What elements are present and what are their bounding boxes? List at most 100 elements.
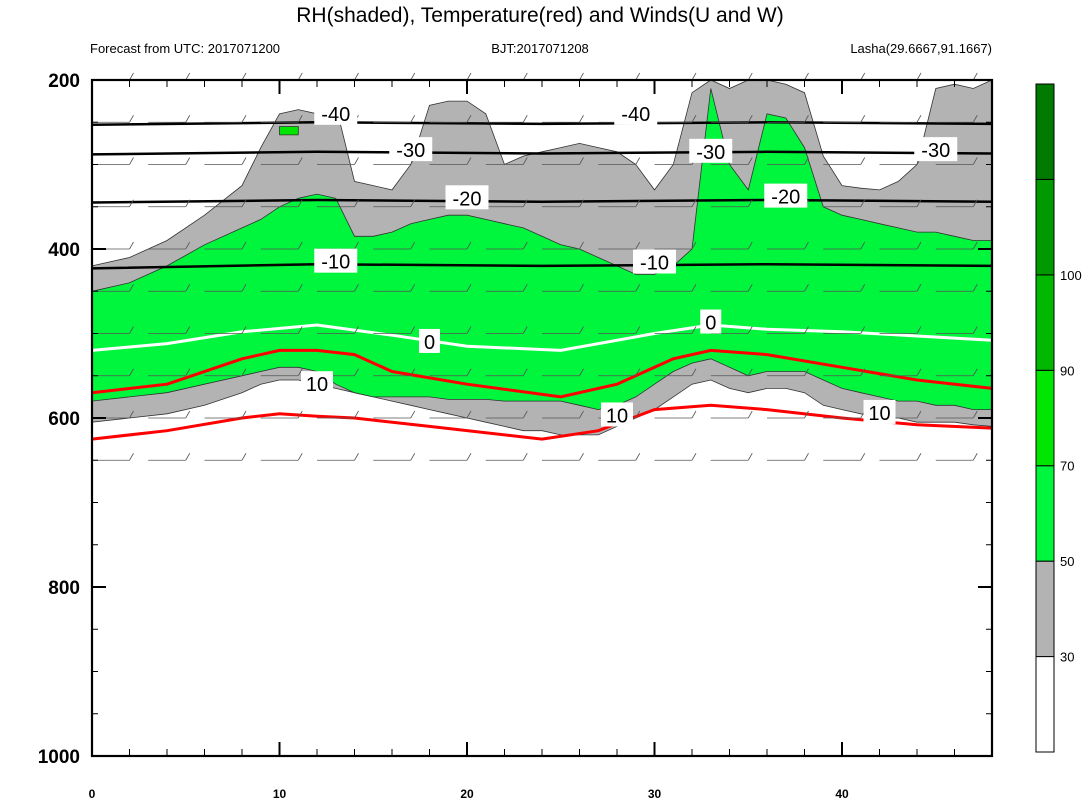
wind-barb-tick xyxy=(635,157,641,165)
wind-barb-tick xyxy=(916,115,922,123)
wind-barb-tick xyxy=(579,326,584,334)
wind-barb-tick xyxy=(804,368,809,376)
contour-line-4 xyxy=(91,323,993,352)
wind-barb-tick xyxy=(522,410,528,419)
wind-barb-tick xyxy=(241,410,247,419)
colorbar-box xyxy=(1035,656,1055,753)
wind-barb-tick xyxy=(916,453,922,461)
wind-barb-tick xyxy=(691,326,697,334)
wind-barb-tick xyxy=(129,453,134,461)
wind-barb-tick xyxy=(804,453,809,461)
wind-barb-tick xyxy=(747,115,753,123)
contour-label-box xyxy=(633,249,676,274)
wind-barb-tick xyxy=(129,284,134,292)
contour-label-box xyxy=(914,137,958,162)
x-tick-label: 10 xyxy=(273,787,287,801)
chart-title: RH(shaded), Temperature(red) and Winds(U… xyxy=(296,4,783,27)
wind-barb-tick xyxy=(410,410,416,419)
contour-label-box xyxy=(700,309,722,334)
colorbar-box xyxy=(1035,178,1055,276)
wind-barb-tick xyxy=(972,284,978,292)
wind-barb-tick xyxy=(691,453,697,461)
wind-barb-tick xyxy=(185,368,191,376)
wind-barb-tick xyxy=(297,368,303,376)
wind-barb-tick xyxy=(747,199,753,207)
colorbar-box xyxy=(1035,83,1055,180)
contour-label: -20 xyxy=(453,188,482,210)
contour-label: 0 xyxy=(424,332,435,354)
wind-barb-tick xyxy=(747,453,753,461)
wind-barb-tick xyxy=(972,241,978,250)
contour-line-0 xyxy=(91,121,993,127)
x-tick-label: 30 xyxy=(648,787,662,801)
wind-barb-tick xyxy=(804,284,809,292)
wind-barb-tick xyxy=(466,241,472,250)
wind-barb-tick xyxy=(466,410,472,419)
wind-barb-tick xyxy=(860,241,866,250)
colorbar-box xyxy=(1035,369,1055,467)
y-tick-label: 200 xyxy=(48,71,80,92)
contour-line-2 xyxy=(91,198,993,204)
wind-barb-tick xyxy=(522,368,528,376)
wind-barb-tick xyxy=(297,241,303,250)
subtitle-bjt: BJT:2017071208 xyxy=(491,41,589,56)
x-tick-label: 0 xyxy=(89,787,96,801)
wind-barb-tick xyxy=(185,410,191,419)
y-tick-label: 1000 xyxy=(38,747,80,768)
wind-barb-tick xyxy=(972,453,978,461)
wind-barb-tick xyxy=(129,157,134,165)
wind-barb-tick xyxy=(747,410,753,419)
wind-barb-tick xyxy=(185,453,191,461)
wind-barb-tick xyxy=(691,284,697,292)
contour-line-1 xyxy=(91,150,993,156)
y-tick-label: 800 xyxy=(48,578,80,599)
wind-barb-tick xyxy=(410,72,416,81)
wind-barb-tick xyxy=(579,115,584,123)
contour-label: 0 xyxy=(705,313,716,335)
wind-barb-tick xyxy=(129,115,134,123)
wind-barb-tick xyxy=(466,72,472,81)
contour-label: -10 xyxy=(640,253,669,275)
wind-barb-tick xyxy=(804,410,809,419)
wind-barb-tick xyxy=(916,326,922,334)
colorbar-label: 30 xyxy=(1060,650,1074,665)
contour-label: -20 xyxy=(771,187,800,209)
rh-shading xyxy=(91,79,993,436)
wind-barb-tick xyxy=(297,410,303,419)
subtitle-forecast: Forecast from UTC: 2017071200 xyxy=(90,41,280,56)
wind-barb-tick xyxy=(635,326,641,334)
wind-barb-tick xyxy=(241,241,247,250)
wind-barb-tick xyxy=(972,368,978,376)
contour-label-box xyxy=(301,371,333,396)
wind-barb-tick xyxy=(579,410,584,419)
wind-barb-tick xyxy=(579,368,584,376)
wind-barb-tick xyxy=(410,284,416,292)
x-tick-label: 20 xyxy=(460,787,474,801)
wind-barb-tick xyxy=(410,368,416,376)
wind-barb-tick xyxy=(635,72,641,81)
wind-barb-tick xyxy=(297,326,303,334)
contour-line-3 xyxy=(91,262,993,270)
wind-barb-tick xyxy=(466,368,472,376)
wind-barb-tick xyxy=(354,72,359,81)
wind-barb-tick xyxy=(241,284,247,292)
temperature-contours xyxy=(91,121,993,441)
wind-barb-tick xyxy=(691,368,697,376)
wind-barb-tick xyxy=(185,284,191,292)
wind-barb-tick xyxy=(691,199,697,207)
wind-barb-tick xyxy=(747,284,753,292)
wind-barb-tick xyxy=(297,284,303,292)
contour-label-box xyxy=(863,399,896,424)
contour-label: -40 xyxy=(321,104,350,126)
wind-barb-tick xyxy=(129,241,134,250)
contour-label-box xyxy=(689,138,733,163)
wind-barb-tick xyxy=(410,453,416,461)
wind-barb-tick xyxy=(916,199,922,207)
contour-label-box xyxy=(445,185,489,210)
wind-barb-tick xyxy=(185,115,191,123)
wind-barb-tick xyxy=(635,199,641,207)
wind-barb-tick xyxy=(972,326,978,334)
wind-barb-tick xyxy=(860,199,866,207)
colorbar-label: 70 xyxy=(1060,459,1074,474)
